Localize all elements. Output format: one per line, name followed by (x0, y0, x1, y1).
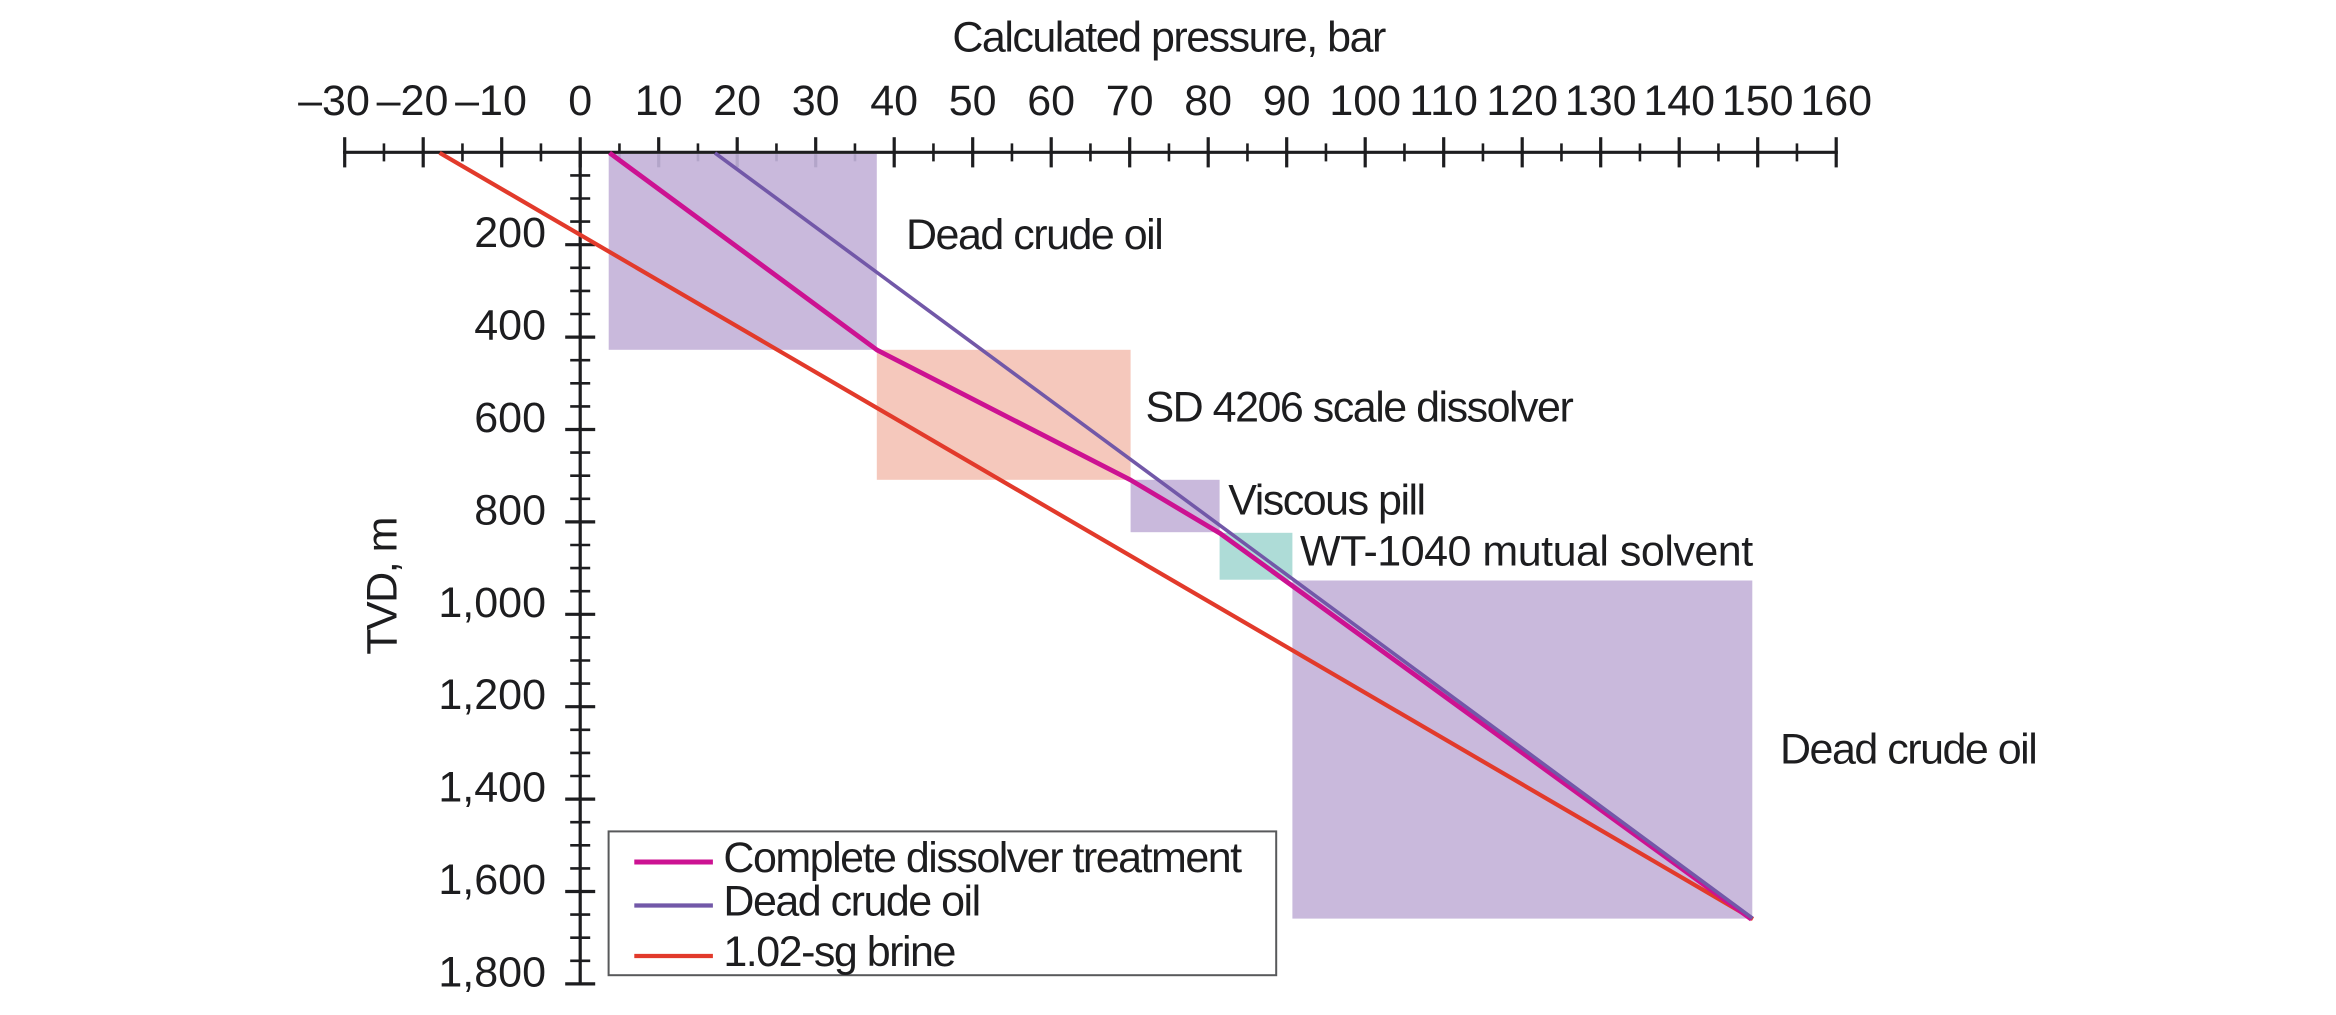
svg-text:50: 50 (949, 77, 997, 125)
svg-text:110: 110 (1409, 77, 1478, 125)
svg-text:60: 60 (1027, 77, 1075, 125)
svg-text:800: 800 (474, 486, 546, 534)
svg-text:40: 40 (870, 77, 918, 125)
svg-text:160: 160 (1800, 77, 1872, 125)
svg-text:–20: –20 (377, 77, 449, 125)
svg-text:80: 80 (1184, 77, 1232, 125)
svg-text:20: 20 (713, 77, 761, 125)
svg-text:150: 150 (1722, 77, 1794, 125)
svg-text:1.02-sg brine: 1.02-sg brine (723, 928, 955, 976)
svg-text:70: 70 (1106, 77, 1154, 125)
svg-text:WT-1040 mutual solvent: WT-1040 mutual solvent (1300, 528, 1753, 576)
svg-text:Dead crude oil: Dead crude oil (1780, 726, 2036, 774)
svg-text:1,800: 1,800 (438, 948, 546, 996)
svg-text:140: 140 (1643, 77, 1715, 125)
svg-text:100: 100 (1329, 77, 1401, 125)
svg-text:Calculated pressure, bar: Calculated pressure, bar (952, 14, 1386, 62)
svg-text:90: 90 (1263, 77, 1311, 125)
svg-text:Complete dissolver treatment: Complete dissolver treatment (723, 834, 1242, 882)
svg-text:400: 400 (474, 302, 546, 350)
svg-text:130: 130 (1565, 77, 1637, 125)
svg-text:1,400: 1,400 (438, 764, 546, 812)
svg-text:–10: –10 (455, 77, 527, 125)
svg-text:TVD, m: TVD, m (359, 518, 407, 655)
svg-text:600: 600 (474, 394, 546, 442)
svg-text:Dead crude oil: Dead crude oil (906, 211, 1162, 259)
svg-text:200: 200 (474, 209, 546, 257)
svg-text:Viscous pill: Viscous pill (1228, 477, 1424, 525)
svg-text:1,600: 1,600 (438, 856, 546, 904)
svg-text:Dead crude oil: Dead crude oil (723, 878, 979, 926)
svg-text:30: 30 (792, 77, 840, 125)
svg-text:1,200: 1,200 (438, 671, 546, 719)
svg-text:0: 0 (568, 77, 592, 125)
svg-text:SD 4206 scale dissolver: SD 4206 scale dissolver (1146, 384, 1574, 432)
svg-text:–30: –30 (298, 77, 370, 125)
svg-text:10: 10 (635, 77, 683, 125)
svg-text:1,000: 1,000 (438, 579, 546, 627)
svg-text:120: 120 (1486, 77, 1558, 125)
